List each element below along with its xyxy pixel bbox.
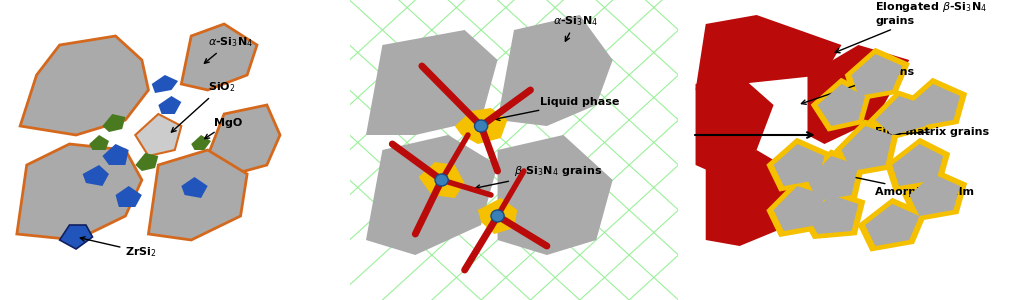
- Polygon shape: [841, 126, 892, 171]
- Polygon shape: [800, 149, 866, 207]
- Polygon shape: [766, 179, 832, 237]
- Polygon shape: [152, 75, 178, 93]
- Polygon shape: [418, 162, 465, 198]
- Polygon shape: [181, 177, 208, 198]
- Polygon shape: [136, 153, 158, 171]
- Polygon shape: [16, 144, 142, 240]
- Text: MgO: MgO: [205, 118, 243, 139]
- Polygon shape: [696, 15, 841, 90]
- Polygon shape: [498, 15, 613, 126]
- Polygon shape: [696, 75, 773, 174]
- Text: SiO$_2$: SiO$_2$: [172, 80, 235, 132]
- Ellipse shape: [435, 174, 448, 186]
- Polygon shape: [866, 204, 919, 246]
- Polygon shape: [498, 135, 613, 255]
- Polygon shape: [191, 135, 211, 150]
- Text: Amorphous film: Amorphous film: [829, 171, 975, 197]
- Polygon shape: [868, 90, 932, 140]
- Polygon shape: [800, 189, 866, 239]
- Polygon shape: [705, 150, 808, 246]
- Polygon shape: [902, 168, 967, 221]
- Polygon shape: [89, 135, 109, 150]
- Text: $\alpha$-Si$_3$N$_4$: $\alpha$-Si$_3$N$_4$: [553, 14, 598, 41]
- Polygon shape: [845, 48, 910, 101]
- Polygon shape: [21, 36, 148, 135]
- Polygon shape: [909, 84, 960, 126]
- Text: Fine matrix grains: Fine matrix grains: [876, 127, 990, 137]
- Polygon shape: [208, 105, 280, 174]
- Polygon shape: [478, 198, 517, 234]
- Polygon shape: [811, 78, 872, 131]
- Polygon shape: [766, 138, 832, 191]
- Polygon shape: [60, 225, 93, 249]
- Polygon shape: [82, 165, 109, 186]
- Polygon shape: [909, 174, 960, 216]
- Text: $\alpha$-Si$_3$N$_4$: $\alpha$-Si$_3$N$_4$: [205, 35, 253, 63]
- Ellipse shape: [491, 210, 504, 222]
- Polygon shape: [876, 96, 926, 135]
- Polygon shape: [115, 186, 142, 207]
- Polygon shape: [808, 195, 858, 234]
- Ellipse shape: [475, 120, 487, 132]
- Polygon shape: [834, 119, 900, 177]
- Text: grains: grains: [802, 67, 915, 104]
- Polygon shape: [103, 114, 125, 132]
- Polygon shape: [158, 96, 181, 114]
- Polygon shape: [181, 24, 257, 90]
- Polygon shape: [148, 150, 247, 240]
- Polygon shape: [103, 144, 128, 165]
- Polygon shape: [136, 114, 181, 156]
- Polygon shape: [902, 78, 967, 131]
- Polygon shape: [817, 84, 866, 126]
- Text: ZrSi$_2$: ZrSi$_2$: [80, 237, 157, 259]
- Polygon shape: [773, 144, 824, 186]
- Polygon shape: [366, 135, 498, 255]
- Polygon shape: [366, 30, 498, 135]
- Polygon shape: [808, 45, 909, 144]
- Text: $\beta$-Si$_3$N$_4$ grains: $\beta$-Si$_3$N$_4$ grains: [476, 164, 602, 189]
- Text: Elongated $\beta$-Si$_3$N$_4$
grains: Elongated $\beta$-Si$_3$N$_4$ grains: [836, 0, 987, 53]
- Polygon shape: [454, 108, 508, 144]
- Polygon shape: [851, 54, 903, 96]
- Polygon shape: [892, 144, 944, 186]
- Polygon shape: [808, 156, 858, 201]
- Polygon shape: [773, 186, 824, 231]
- Polygon shape: [885, 138, 950, 191]
- Text: Liquid phase: Liquid phase: [495, 97, 620, 120]
- Polygon shape: [857, 198, 927, 251]
